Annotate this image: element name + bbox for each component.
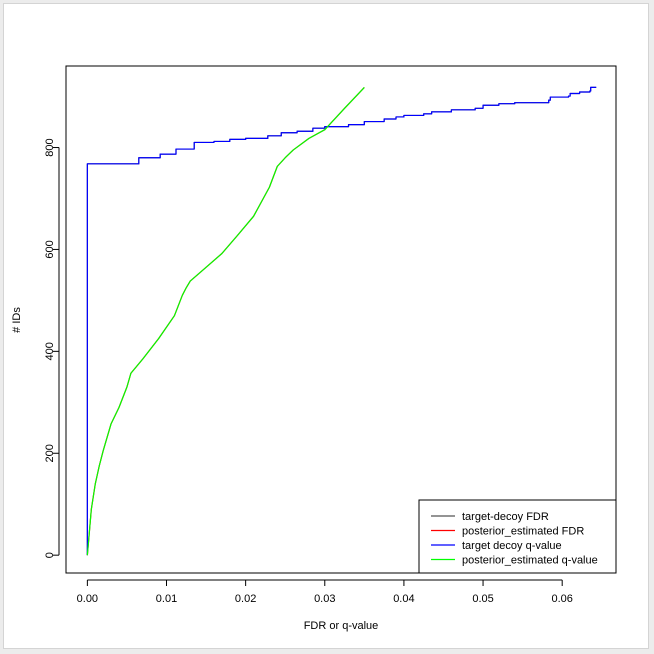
plot-area-border [65, 65, 617, 574]
y-axis: 0 200 400 600 800 [44, 138, 60, 558]
legend-label: posterior_estimated q-value [462, 555, 598, 567]
y-tick-label: 400 [44, 342, 56, 360]
legend-label: target-decoy FDR [462, 511, 549, 523]
series-line-1 [86, 86, 597, 556]
x-tick-label: 0.03 [314, 593, 335, 605]
y-axis-label: # IDs [11, 307, 23, 333]
x-tick-label: 0.04 [393, 593, 414, 605]
y-tick-label: 200 [44, 444, 56, 462]
series-line-4 [86, 86, 365, 556]
line-chart: 0.00 0.01 0.02 0.03 0.04 0.05 0.06 0 200 400 600 8… [11, 65, 617, 632]
x-tick-label: 0.02 [235, 593, 256, 605]
x-tick-label: 0.00 [77, 593, 98, 605]
legend-label: target decoy q-value [462, 540, 562, 552]
y-tick-label: 0 [44, 552, 56, 558]
x-axis-label: FDR or q-value [304, 620, 379, 632]
legend-label: posterior_estimated FDR [462, 526, 584, 538]
series-line-2 [86, 86, 365, 556]
x-tick-label: 0.01 [156, 593, 177, 605]
series-line-3 [86, 86, 597, 556]
y-tick-label: 800 [44, 138, 56, 156]
y-tick-label: 600 [44, 240, 56, 258]
plot-window: 0.00 0.01 0.02 0.03 0.04 0.05 0.06 0 200 400 600 8… [4, 4, 648, 648]
legend: target-decoy FDR posterior_estimated FDR t… [418, 499, 617, 574]
series-layer [86, 86, 597, 556]
legend-box [418, 499, 617, 574]
x-axis: 0.00 0.01 0.02 0.03 0.04 0.05 0.06 [77, 579, 573, 605]
x-tick-label: 0.05 [472, 593, 493, 605]
x-tick-label: 0.06 [551, 593, 572, 605]
